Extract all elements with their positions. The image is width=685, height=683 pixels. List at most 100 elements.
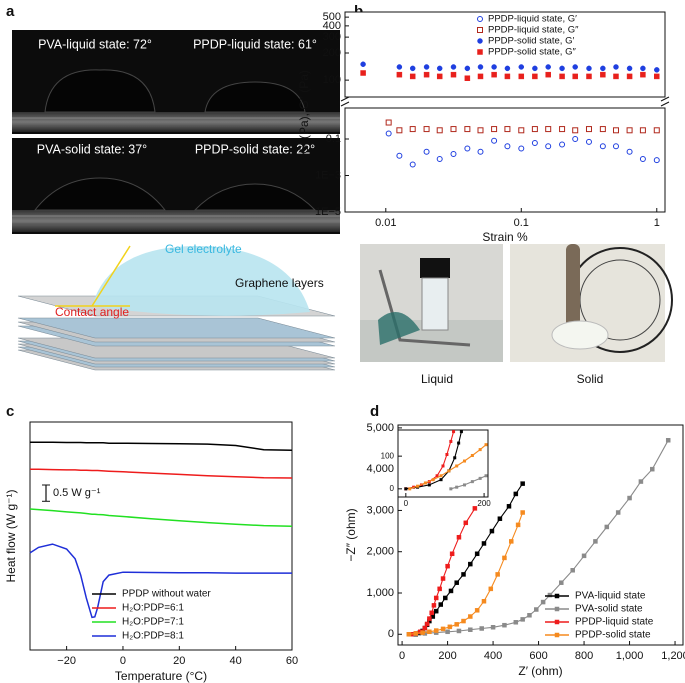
point — [457, 441, 461, 445]
point — [504, 126, 511, 133]
point — [470, 453, 474, 457]
point — [484, 443, 488, 447]
point — [532, 65, 538, 72]
point — [438, 602, 444, 607]
point — [545, 71, 551, 78]
point — [491, 64, 497, 70]
point — [461, 572, 466, 577]
y-tick-label: 1E−3 — [315, 169, 341, 181]
point — [586, 73, 592, 80]
point — [593, 539, 598, 544]
point — [504, 73, 511, 80]
plot: 0.01 0.1 1 1E−5 1E−3 0.1 — [315, 107, 666, 229]
point — [600, 65, 606, 72]
point — [441, 464, 445, 468]
point — [440, 576, 446, 581]
x-tick-label: 0 — [399, 650, 405, 662]
point — [431, 478, 435, 482]
point — [456, 628, 462, 634]
point — [585, 138, 592, 145]
plot-frame — [344, 107, 666, 213]
axis-break — [340, 96, 670, 107]
legend-label: H₂O:PDP=8:1 — [122, 631, 184, 642]
legend-label: H₂O:PDP=7:1 — [122, 617, 184, 628]
y-axis-label: Heat flow (W g⁻¹) — [4, 489, 18, 582]
point — [491, 71, 497, 78]
point — [436, 156, 443, 163]
photo-label: Solid — [577, 372, 604, 386]
point — [477, 148, 484, 155]
plot: 0 200 0 100 — [381, 429, 491, 508]
point — [520, 510, 525, 515]
point — [448, 588, 454, 594]
point — [435, 474, 439, 478]
point — [547, 592, 553, 598]
point — [491, 137, 498, 144]
point — [445, 563, 450, 569]
y-tick-label: 100 — [323, 74, 341, 86]
point — [396, 71, 403, 78]
point — [445, 453, 449, 457]
plot-frame — [344, 11, 666, 98]
point — [612, 143, 619, 150]
y-tick-label: 300 — [323, 31, 341, 43]
point — [422, 625, 428, 631]
point — [504, 65, 511, 72]
point — [439, 478, 443, 482]
point — [615, 510, 621, 515]
legend-marker — [477, 27, 483, 33]
point — [654, 73, 660, 80]
point — [437, 586, 442, 592]
point — [409, 73, 416, 80]
point — [474, 608, 480, 613]
legend-marker — [477, 16, 483, 22]
x-tick-label: 1,000 — [616, 650, 644, 662]
schematic-label: Graphene layers — [235, 276, 324, 290]
point — [396, 152, 403, 159]
x-tick-label: 0 — [120, 655, 126, 667]
point — [502, 622, 507, 628]
point — [506, 504, 512, 509]
point — [572, 64, 578, 70]
point — [455, 485, 459, 489]
point — [423, 71, 430, 78]
x-tick-label: 60 — [286, 655, 298, 667]
point — [639, 127, 646, 134]
photo-label: Liquid — [421, 372, 453, 386]
point — [627, 495, 632, 501]
point — [626, 65, 633, 72]
x-tick-label: 0.1 — [514, 217, 529, 229]
point — [534, 607, 539, 612]
point — [433, 628, 439, 633]
point — [518, 73, 525, 80]
schematic-label: Contact angle — [55, 305, 129, 319]
x-tick-label: 600 — [529, 650, 547, 662]
point — [406, 632, 412, 637]
legend-label: PPDP-liquid state — [575, 617, 654, 628]
point — [586, 65, 592, 72]
point — [454, 622, 459, 627]
gel-droplet — [92, 245, 310, 316]
point — [409, 161, 416, 168]
point — [396, 127, 403, 134]
point — [440, 626, 446, 632]
legend-label: PPDP-liquid state, G′ — [488, 14, 577, 25]
point — [436, 65, 443, 72]
series-line — [30, 441, 293, 452]
point — [459, 430, 463, 434]
point — [429, 610, 434, 616]
legend-marker — [477, 49, 483, 55]
point — [513, 491, 519, 497]
panel-label: b — [354, 3, 363, 20]
contact-angle-label: PPDP-liquid state: 61° — [193, 37, 317, 51]
point — [445, 629, 450, 635]
point — [640, 65, 646, 72]
legend-label: PPDP-liquid state, G″ — [488, 25, 579, 36]
point — [665, 438, 671, 443]
point — [545, 64, 551, 70]
schematic-label: Gel electrolyte — [165, 242, 242, 256]
point — [572, 127, 579, 134]
angle-line — [91, 245, 131, 307]
point — [531, 140, 538, 147]
point — [385, 119, 392, 126]
